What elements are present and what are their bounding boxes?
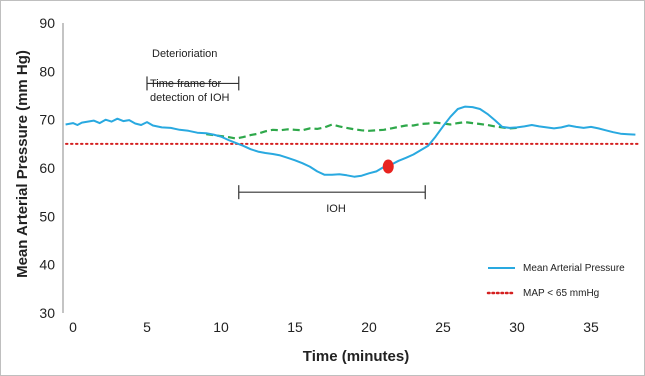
- deterioration-label: Deterioriation: [152, 48, 217, 60]
- ioh-label: IOH: [326, 203, 346, 215]
- y-tick-label: 50: [39, 208, 55, 224]
- y-tick-label: 90: [39, 15, 55, 31]
- counterfactual-dashed-line: [206, 120, 518, 140]
- legend-label-map: Mean Arterial Pressure: [523, 263, 625, 274]
- x-tick-label: 15: [287, 319, 303, 335]
- timeframe-label-line-2: detection of IOH: [150, 92, 230, 104]
- legend-item-map: Mean Arterial Pressure: [488, 263, 625, 274]
- legend-item-threshold: MAP < 65 mmHg: [486, 288, 599, 299]
- x-axis-ticks: 0 5 10 15 20 25 30 35: [69, 319, 599, 335]
- x-tick-label: 25: [435, 319, 451, 335]
- x-tick-label: 35: [583, 319, 599, 335]
- y-tick-label: 30: [39, 305, 55, 321]
- y-tick-label: 70: [39, 112, 55, 128]
- timeframe-label-line-1: Time frame for: [150, 78, 221, 90]
- legend: Mean Arterial Pressure MAP < 65 mmHg: [486, 263, 625, 299]
- y-axis-ticks: 30 40 50 60 70 80 90: [39, 15, 55, 321]
- annotation-brackets: [146, 76, 426, 200]
- mean-arterial-pressure-line: [65, 105, 636, 178]
- x-tick-label: 0: [69, 319, 77, 335]
- deterioration-bracket: [146, 76, 240, 91]
- ioh-bracket: [238, 185, 426, 200]
- y-tick-label: 60: [39, 160, 55, 176]
- x-tick-label: 20: [361, 319, 377, 335]
- legend-label-threshold: MAP < 65 mmHg: [523, 288, 599, 299]
- x-tick-label: 5: [143, 319, 151, 335]
- x-tick-label: 10: [213, 319, 229, 335]
- y-tick-label: 80: [39, 63, 55, 79]
- y-axis-title: Mean Arterial Pressure (mm Hg): [14, 50, 31, 278]
- hypotension-event-marker: [382, 159, 394, 174]
- y-tick-label: 40: [39, 257, 55, 273]
- x-tick-label: 30: [509, 319, 525, 335]
- x-axis-title: Time (minutes): [303, 348, 409, 365]
